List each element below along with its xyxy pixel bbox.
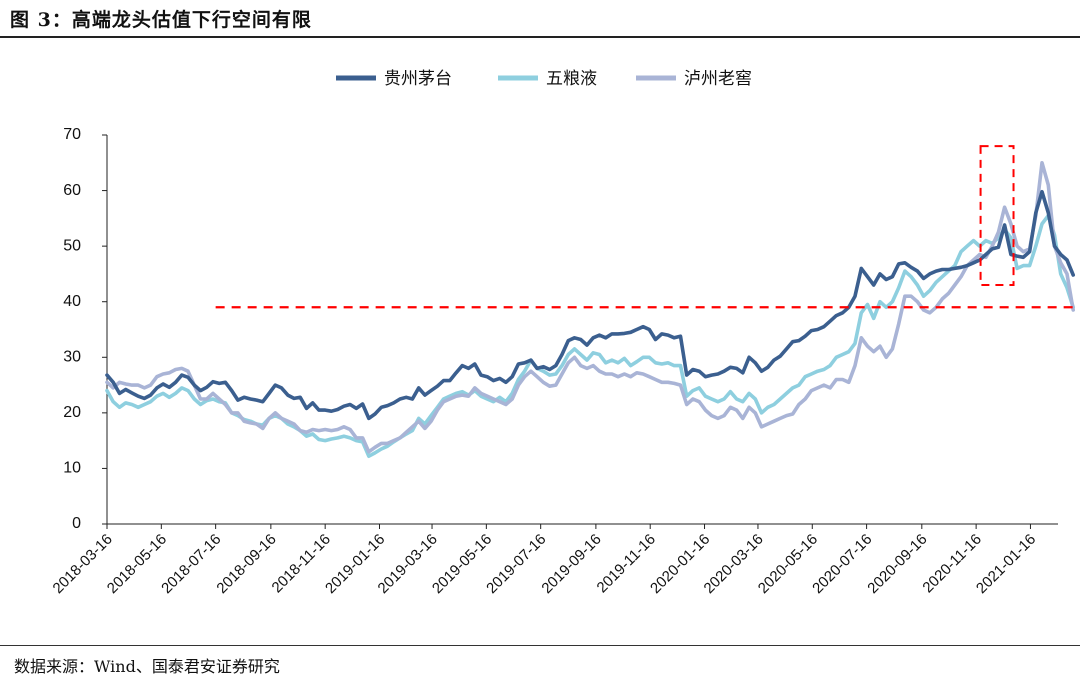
source-note: 数据来源：Wind、国泰君安证券研究 bbox=[14, 657, 280, 676]
highlight-box bbox=[979, 145, 1015, 287]
y-tick-label: 0 bbox=[72, 515, 81, 532]
y-tick-label: 30 bbox=[63, 349, 81, 366]
series-lines bbox=[105, 161, 1075, 458]
title-divider bbox=[0, 36, 1080, 38]
line-chart: 贵州茅台 五粮液 泸州老窖 0102030405060702018-03-16201… bbox=[50, 69, 1080, 597]
series-line bbox=[105, 189, 1075, 421]
figure-title: 图 3：高端龙头估值下行空间有限 bbox=[10, 9, 312, 31]
source-divider bbox=[0, 645, 1080, 646]
annotations bbox=[215, 145, 1080, 309]
legend-label: 泸州老窖 bbox=[684, 69, 752, 89]
legend: 贵州茅台 五粮液 泸州老窖 bbox=[336, 69, 752, 89]
y-tick-label: 70 bbox=[63, 126, 81, 143]
y-tick-label: 40 bbox=[63, 293, 81, 310]
y-tick-label: 10 bbox=[63, 460, 81, 477]
x-tick-label: 2021-01-16 bbox=[973, 531, 1039, 597]
series-line bbox=[105, 213, 1075, 458]
series-line bbox=[105, 161, 1075, 454]
y-tick-label: 50 bbox=[63, 237, 81, 254]
x-tick-label: 2020-09-16 bbox=[864, 531, 930, 597]
y-tick-label: 60 bbox=[63, 182, 81, 199]
legend-label: 五粮液 bbox=[546, 69, 597, 89]
legend-label: 贵州茅台 bbox=[384, 69, 452, 89]
axes: 0102030405060702018-03-162018-05-162018-… bbox=[50, 126, 1058, 597]
x-tick-label: 2019-09-16 bbox=[538, 531, 604, 597]
y-tick-label: 20 bbox=[63, 404, 81, 421]
x-tick-label: 2018-09-16 bbox=[213, 531, 279, 597]
